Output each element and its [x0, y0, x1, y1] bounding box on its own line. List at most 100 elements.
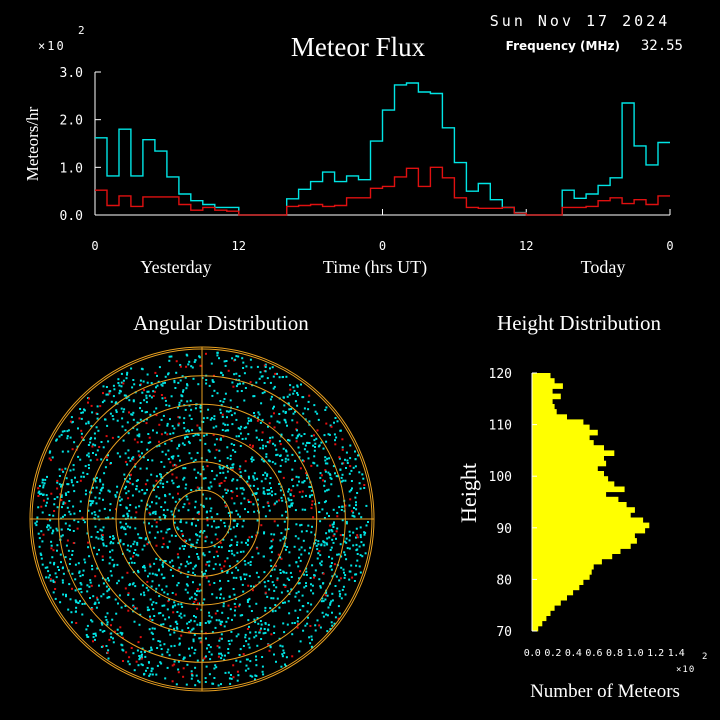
angular-point-cyan — [273, 653, 275, 656]
angular-point-cyan — [174, 387, 177, 389]
angular-point-cyan — [96, 413, 99, 415]
angular-point-cyan — [148, 394, 151, 397]
angular-point-cyan — [148, 674, 151, 677]
angular-point-cyan — [209, 497, 212, 500]
angular-point-cyan — [246, 543, 249, 546]
flux-y-tick-label: 2.0 — [60, 114, 83, 129]
angular-point-cyan — [239, 382, 241, 385]
angular-point-cyan — [206, 524, 209, 527]
angular-point-cyan — [229, 458, 232, 461]
angular-point-cyan — [184, 467, 187, 470]
angular-point-red — [169, 461, 172, 464]
angular-point-cyan — [172, 455, 175, 458]
angular-point-cyan — [58, 475, 61, 477]
angular-point-cyan — [152, 484, 155, 487]
angular-point-cyan — [126, 512, 129, 515]
angular-point-cyan — [148, 661, 150, 664]
angular-point-cyan — [260, 402, 263, 405]
angular-point-cyan — [121, 425, 124, 428]
angular-point-cyan — [268, 482, 271, 485]
angular-point-cyan — [352, 511, 355, 514]
angular-point-cyan — [158, 595, 161, 598]
angular-point-cyan — [235, 509, 238, 512]
angular-point-cyan — [221, 415, 224, 418]
angular-point-cyan — [232, 449, 235, 452]
angular-point-cyan — [88, 467, 90, 470]
angular-point-cyan — [315, 544, 318, 547]
angular-point-cyan — [60, 485, 62, 488]
angular-point-cyan — [122, 649, 125, 652]
angular-point-cyan — [64, 522, 67, 525]
angular-point-cyan — [326, 457, 329, 460]
angular-point-red — [273, 520, 276, 523]
angular-point-cyan — [108, 390, 111, 393]
angular-point-cyan — [202, 552, 205, 555]
angular-point-red — [108, 638, 111, 641]
angular-point-cyan — [69, 436, 72, 439]
angular-point-cyan — [178, 498, 181, 501]
angular-point-red — [101, 534, 104, 536]
angular-point-cyan — [298, 480, 300, 483]
angular-point-cyan — [220, 546, 223, 549]
angular-point-cyan — [251, 675, 254, 678]
angular-point-red — [244, 460, 247, 463]
angular-point-cyan — [331, 538, 334, 541]
angular-point-cyan — [51, 456, 54, 459]
angular-point-cyan — [294, 535, 297, 538]
angular-point-red — [148, 563, 151, 566]
angular-point-cyan — [151, 627, 154, 630]
angular-point-cyan — [171, 496, 174, 499]
angular-point-cyan — [247, 433, 250, 436]
angular-point-cyan — [143, 566, 146, 569]
angular-point-red — [206, 465, 209, 468]
angular-point-cyan — [234, 535, 237, 538]
angular-point-red — [313, 576, 315, 579]
angular-point-cyan — [166, 651, 169, 654]
angular-point-cyan — [140, 499, 143, 502]
angular-point-cyan — [291, 633, 294, 636]
angular-point-cyan — [134, 465, 137, 468]
angular-point-cyan — [284, 421, 287, 424]
angular-point-cyan — [317, 540, 320, 543]
angular-point-cyan — [329, 476, 332, 479]
angular-point-cyan — [119, 540, 122, 543]
angular-point-cyan — [74, 476, 76, 479]
angular-point-cyan — [132, 411, 135, 414]
angular-point-cyan — [225, 360, 228, 362]
angular-point-cyan — [143, 544, 146, 547]
angular-point-cyan — [231, 618, 233, 621]
angular-point-cyan — [85, 489, 87, 492]
angular-point-cyan — [177, 660, 180, 663]
angular-point-red — [234, 606, 237, 608]
angular-point-cyan — [194, 506, 197, 509]
angular-point-cyan — [222, 471, 225, 474]
angular-point-cyan — [122, 379, 125, 382]
angular-point-cyan — [210, 507, 213, 510]
angular-point-cyan — [334, 585, 337, 587]
angular-point-cyan — [198, 535, 201, 538]
angular-point-cyan — [149, 413, 152, 416]
angular-point-cyan — [233, 373, 236, 376]
angular-point-cyan — [336, 420, 339, 423]
angular-point-cyan — [257, 576, 260, 579]
angular-point-cyan — [95, 606, 98, 609]
angular-point-cyan — [107, 440, 110, 443]
angular-point-cyan — [192, 434, 195, 437]
angular-point-cyan — [106, 459, 109, 461]
angular-point-cyan — [206, 416, 209, 419]
angular-point-red — [268, 422, 271, 425]
angular-point-cyan — [154, 536, 157, 539]
angular-point-cyan — [227, 512, 230, 514]
angular-point-cyan — [234, 609, 236, 612]
angular-point-cyan — [257, 416, 259, 419]
angular-point-cyan — [346, 459, 349, 462]
angular-point-cyan — [253, 478, 256, 481]
angular-point-cyan — [280, 496, 283, 499]
angular-point-cyan — [253, 636, 256, 639]
angular-point-cyan — [38, 537, 41, 540]
angular-point-cyan — [171, 592, 174, 594]
angular-point-cyan — [305, 567, 308, 570]
angular-point-cyan — [272, 597, 275, 600]
angular-point-cyan — [207, 408, 210, 411]
angular-point-cyan — [228, 677, 231, 680]
